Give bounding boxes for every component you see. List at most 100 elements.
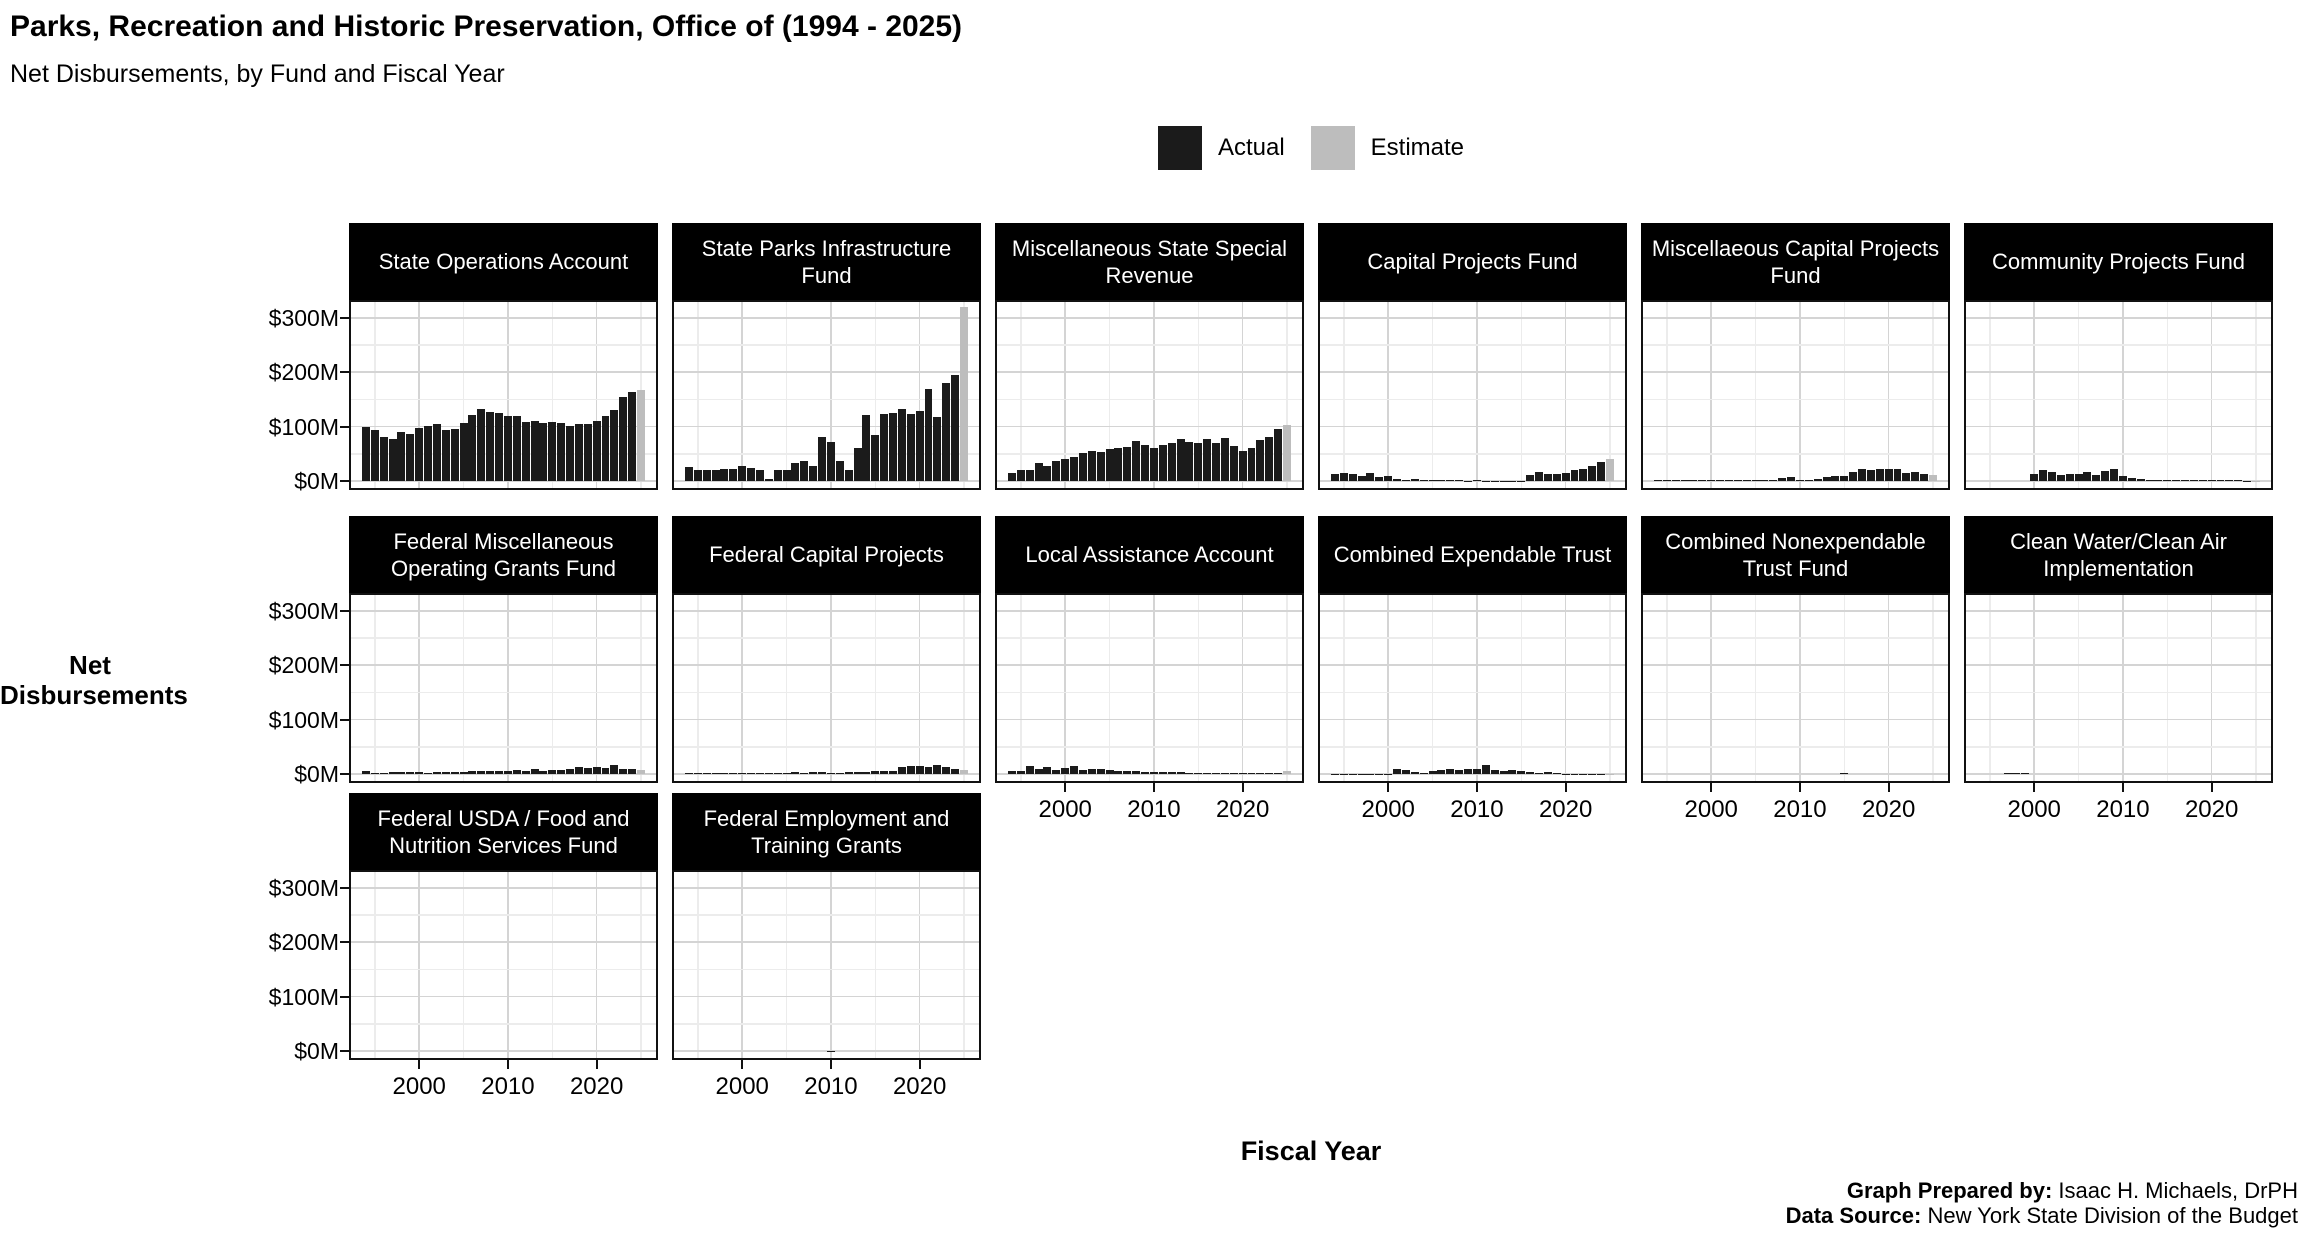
x-tick-mark [1564,783,1567,792]
gridline-vertical-major [830,302,832,488]
bar-estimate [1606,459,1614,481]
bar-actual [2030,474,2039,481]
gridline-vertical-minor [1754,595,1757,781]
facet-plot-area [672,593,981,783]
bar-actual [503,770,512,774]
bar-actual [897,408,906,481]
bar-actual [1158,444,1167,481]
bar-actual [1052,770,1061,774]
bar-actual [477,408,486,481]
gridline-horizontal-minor [674,398,979,401]
gridline-vertical-major [1887,302,1890,488]
gridline-horizontal-minor [1320,746,1625,748]
bar-actual [1247,447,1256,481]
bar-actual [924,389,933,481]
bar-actual [2163,480,2172,481]
gridline-horizontal-minor [997,637,1302,639]
y-tick-label: $100M [268,983,339,1010]
bar-actual [406,434,415,481]
bar-actual [1662,480,1671,481]
bar-actual [1052,460,1061,481]
bar-actual [1769,479,1778,481]
bar-actual [809,772,818,774]
bar-actual [592,420,601,481]
bar-actual [583,423,592,481]
bar-actual [1428,771,1437,774]
gridline-horizontal-major [351,317,656,319]
bar-actual [1472,768,1481,774]
gridline-vertical-major [1710,595,1712,781]
bar-actual [2118,476,2127,481]
gridline-vertical-major [1476,302,1478,488]
bar-actual [1911,472,1920,481]
gridline-horizontal-minor [1320,691,1625,694]
gridline-vertical-minor [1843,595,1846,781]
bar-actual [432,423,441,481]
facet-title: Capital Projects Fund [1318,223,1627,300]
bar-actual [362,426,370,481]
bar-actual [1597,461,1606,481]
bar-actual [1724,480,1733,481]
facet-panel: Miscellaneous State Special Revenue [995,223,1304,490]
gridline-horizontal-major [1643,317,1948,319]
facet-panel: Combined Expendable Trust 2000 2010 2020 [1318,516,1627,823]
gridline-vertical-minor [963,595,965,781]
gridline-vertical-major [918,872,921,1058]
bar-estimate [1283,770,1291,774]
bar-actual [2127,477,2136,481]
bar-actual [432,771,441,774]
facet-panel: Federal USDA / Food and Nutrition Servic… [269,793,658,1100]
bar-actual [685,466,693,481]
bar-actual [862,771,871,774]
gridline-horizontal-minor [1320,344,1625,346]
gridline-vertical-minor [2166,595,2169,781]
bar-actual [628,391,637,481]
data-source-value: New York State Division of the Budget [1921,1203,2298,1228]
bar-actual [924,767,933,774]
bar-actual [397,772,406,774]
y-tick-label: $100M [268,706,339,733]
bar-actual [1543,473,1552,481]
bar-actual [1061,459,1070,481]
facet-plot-area [995,593,1304,783]
gridline-vertical-minor [874,872,877,1058]
bar-estimate [1929,475,1937,481]
gridline-vertical-major [507,302,509,488]
gridline-horizontal-major [351,887,656,889]
prepared-by-label: Graph Prepared by: [1846,1178,2053,1203]
bar-actual [486,770,495,774]
y-tick-mark [340,371,349,374]
x-tick-mark [741,1060,744,1069]
bar-actual [1274,428,1283,481]
bar-actual [1455,769,1464,774]
bar-actual [685,773,693,774]
bar-actual [1087,451,1096,481]
facet-plot-area [672,300,981,490]
bar-actual [477,771,486,774]
gridline-vertical-minor [1932,595,1934,781]
bar-actual [764,772,773,774]
bar-actual [1902,473,1911,481]
y-tick-label: $200M [268,929,339,956]
gridline-vertical-minor [874,302,877,488]
bar-actual [1419,479,1428,481]
bar-actual [503,416,512,481]
bar-actual [738,773,747,774]
bar-actual [1437,769,1446,774]
bar-actual [1078,452,1087,481]
bar-actual [2136,479,2145,481]
bar-actual [415,772,424,774]
gridline-vertical-minor [2077,302,2080,488]
gridline-vertical-minor [1843,302,1846,488]
x-tick-label: 2000 [1361,796,1415,823]
facet-panel: Combined Nonexpendable Trust Fund 2000 201… [1641,516,1950,823]
bar-actual [1508,769,1517,774]
bar-actual [1096,452,1105,481]
gridline-horizontal-major [1320,773,1625,775]
bar-actual [2092,475,2101,481]
bar-actual [1481,765,1490,774]
gridline-vertical-minor [1932,302,1934,488]
x-tick-label: 2020 [569,1073,624,1100]
bar-estimate [1283,424,1291,481]
gridline-horizontal-major [1966,718,2271,721]
